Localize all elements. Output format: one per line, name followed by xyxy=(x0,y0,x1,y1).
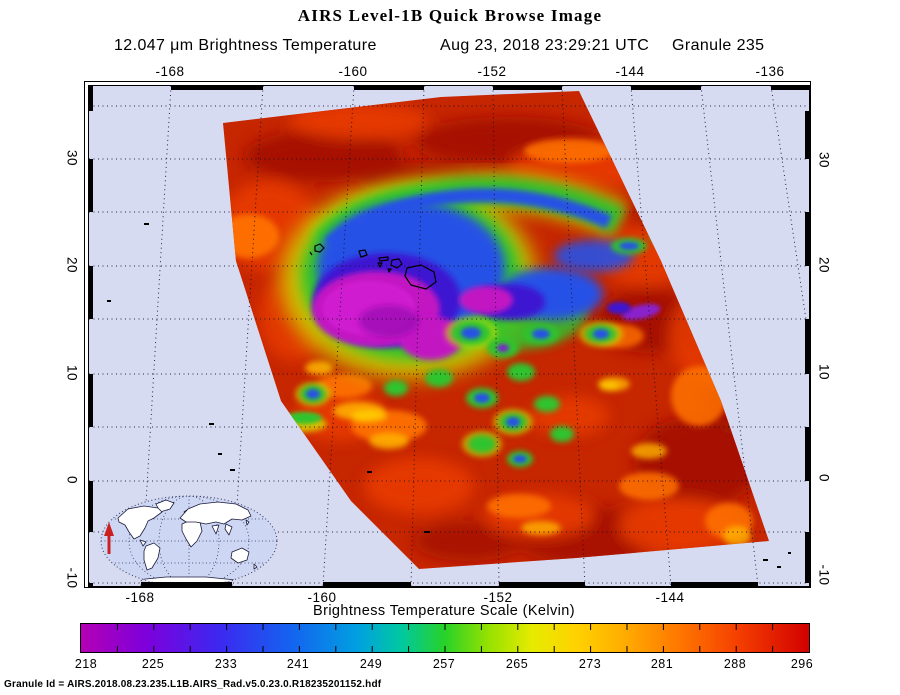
timestamp-label: Aug 23, 2018 23:29:21 UTC xyxy=(440,37,650,54)
map-plot xyxy=(88,85,810,587)
right-axis-tick-label: 0 xyxy=(816,473,832,483)
colorbar-canvas xyxy=(81,624,809,652)
left-axis-tick-label: -10 xyxy=(64,567,80,589)
granule-id-text: Granule Id = AIRS.2018.08.23.235.L1B.AIR… xyxy=(4,679,382,690)
colorbar-tick-label: 296 xyxy=(790,657,814,671)
page-title: AIRS Level-1B Quick Browse Image xyxy=(297,6,603,25)
ocean-island-specks xyxy=(107,223,791,568)
inset-continents xyxy=(117,499,258,585)
top-axis-tick-label: -160 xyxy=(338,64,368,79)
top-axis-tick-label: -144 xyxy=(615,64,645,79)
swath-warm-highlights xyxy=(223,139,753,546)
colorbar-ticks xyxy=(116,624,774,652)
plot-outer-frame xyxy=(84,81,811,588)
left-axis-tick-label: 20 xyxy=(64,256,80,274)
hawaii-island-outlines xyxy=(309,243,437,290)
bottom-axis-tick-label: -144 xyxy=(655,590,685,605)
top-axis-tick-label: -152 xyxy=(477,64,507,79)
colorbar-tick-label: 288 xyxy=(723,657,747,671)
left-axis-tick-label: 30 xyxy=(64,149,80,167)
colorbar-tick-label: 225 xyxy=(141,657,165,671)
colorbar-gradient xyxy=(80,623,810,653)
left-axis-tick-label: 0 xyxy=(64,475,80,485)
colorbar-tick-label: 281 xyxy=(650,657,674,671)
colorbar-tick-label: 257 xyxy=(432,657,456,671)
world-locator-inset xyxy=(100,495,278,586)
bottom-axis-tick-label: -168 xyxy=(125,590,155,605)
map-plot-canvas xyxy=(89,86,809,586)
right-axis-tick-label: -10 xyxy=(816,564,832,586)
top-axis-tick-label: -168 xyxy=(155,64,185,79)
scattered-cold-cells xyxy=(275,229,678,467)
right-axis-tick-label: 20 xyxy=(816,256,832,274)
top-axis-tick-label: -136 xyxy=(755,64,785,79)
right-axis-tick-label: 10 xyxy=(816,363,832,381)
left-axis-tick-label: 10 xyxy=(64,364,80,382)
bottom-axis-tick-label: -152 xyxy=(483,590,513,605)
colorbar-tick-label: 241 xyxy=(286,657,310,671)
satellite-swath xyxy=(223,91,769,569)
colorbar-tick-label: 265 xyxy=(505,657,529,671)
granule-label: Granule 235 xyxy=(672,37,765,54)
colorbar-tick-label: 233 xyxy=(214,657,238,671)
locator-arrow xyxy=(104,522,114,554)
plot-frame-segments xyxy=(89,86,809,586)
wavelength-label: 12.047 μm Brightness Temperature xyxy=(114,37,377,54)
bottom-axis-tick-label: -160 xyxy=(307,590,337,605)
colorbar-tick-label: 218 xyxy=(74,657,98,671)
colorbar-tick-label: 273 xyxy=(578,657,602,671)
right-axis-tick-label: 30 xyxy=(816,151,832,169)
colorbar-tick-label: 249 xyxy=(359,657,383,671)
colorbar-title: Brightness Temperature Scale (Kelvin) xyxy=(313,603,575,619)
